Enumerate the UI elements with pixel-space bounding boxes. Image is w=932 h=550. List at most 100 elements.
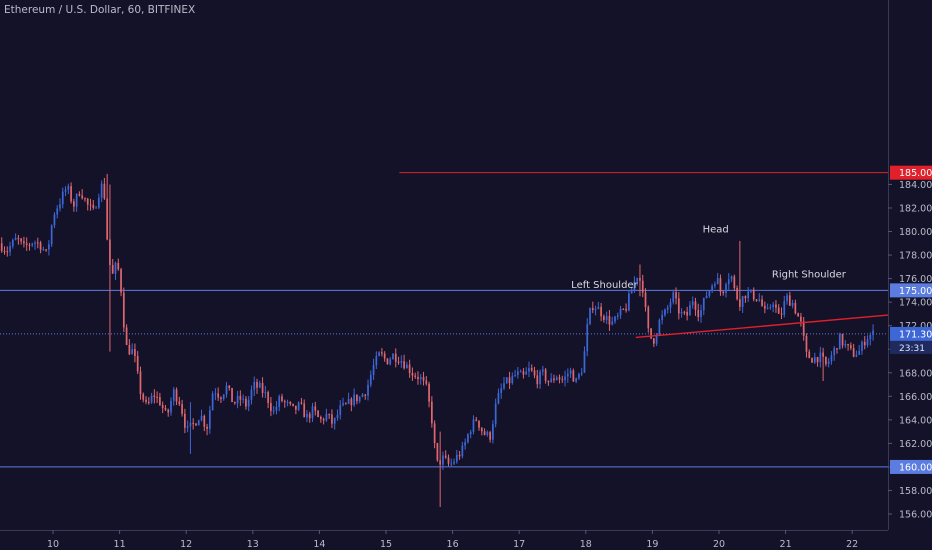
candle-body xyxy=(608,315,611,325)
candle-body xyxy=(800,316,802,322)
candle-body xyxy=(525,371,528,375)
candle-body xyxy=(786,295,788,302)
candle-body xyxy=(181,404,183,414)
candle-body xyxy=(861,341,863,351)
candle-body xyxy=(347,398,350,404)
candle-body xyxy=(342,403,344,406)
candle-body xyxy=(131,349,134,355)
candle-body xyxy=(6,251,9,253)
candle-body xyxy=(677,298,680,314)
candle-body xyxy=(17,237,20,239)
price-axis[interactable]: 156.00 158.00 160.00 162.00 164.00 166.00 168.… xyxy=(888,0,932,530)
candle-body xyxy=(622,308,625,310)
candle-body xyxy=(411,373,414,376)
candle-body xyxy=(666,307,669,310)
candle-body xyxy=(600,307,602,317)
candle-body xyxy=(583,351,586,373)
candle-body xyxy=(117,262,120,270)
candle-body xyxy=(788,295,791,306)
candle-body xyxy=(275,406,278,411)
candle-body xyxy=(417,376,419,380)
candle-body xyxy=(100,183,103,198)
candle-body xyxy=(392,353,394,360)
level-price-label: 175.00 xyxy=(899,286,932,297)
current-price-label: 171.30 xyxy=(899,329,932,340)
candle-body xyxy=(517,371,519,375)
y-tick-label: 184.00 xyxy=(899,180,932,191)
candle-body xyxy=(733,276,736,288)
x-tick-label: 18 xyxy=(580,539,592,550)
candle-body xyxy=(142,393,145,400)
candle-body xyxy=(775,304,777,308)
candle-body xyxy=(769,307,772,309)
candle-body xyxy=(286,401,289,403)
candle-body xyxy=(53,214,56,226)
candle-body xyxy=(658,320,661,335)
candle-body xyxy=(578,374,580,379)
candle-body xyxy=(797,313,800,317)
candle-body xyxy=(281,396,283,402)
x-tick-label: 16 xyxy=(447,539,459,550)
candle-body xyxy=(503,383,505,389)
candle-body xyxy=(550,378,553,383)
candle-body xyxy=(847,344,849,346)
candle-body xyxy=(106,198,109,240)
candle-body xyxy=(761,299,763,306)
candle-body xyxy=(591,308,594,310)
candle-body xyxy=(675,292,677,299)
candle-body xyxy=(691,301,694,306)
candle-body xyxy=(711,285,713,291)
candle-body xyxy=(245,398,247,407)
candle-body xyxy=(350,398,353,406)
candle-body xyxy=(200,415,203,421)
level-price-tag xyxy=(890,283,932,298)
candle-body xyxy=(672,292,675,303)
candle-body xyxy=(361,394,364,397)
candle-body xyxy=(822,352,824,357)
candle-body xyxy=(428,383,430,402)
pattern-annotation: Left Shoulder xyxy=(571,280,638,291)
candle-body xyxy=(694,301,697,310)
trend-lines xyxy=(635,314,889,339)
neckline-trend-line[interactable] xyxy=(635,314,889,339)
candle-body xyxy=(752,289,755,300)
candle-body xyxy=(719,278,722,292)
candle-body xyxy=(197,420,200,426)
candle-body xyxy=(292,403,294,406)
candle-body xyxy=(64,189,67,192)
candle-body xyxy=(586,324,589,352)
candle-body xyxy=(264,392,267,394)
candle-body xyxy=(575,378,578,382)
candle-body xyxy=(45,249,47,251)
candle-body xyxy=(220,397,222,400)
candle-body xyxy=(394,353,397,362)
time-axis[interactable]: 10 11 12 13 14 15 16 17 18 19 20 21 22 xyxy=(0,530,888,550)
candle-body xyxy=(170,400,172,413)
candle-body xyxy=(544,369,547,381)
level-price-label: 160.00 xyxy=(899,462,932,473)
y-tick-label: 180.00 xyxy=(899,227,932,238)
candle-body xyxy=(561,379,564,381)
candle-body xyxy=(644,292,647,308)
candle-body xyxy=(747,291,750,299)
candle-body xyxy=(203,415,206,427)
candle-body xyxy=(159,397,161,406)
candle-body xyxy=(195,423,197,426)
candle-body xyxy=(522,371,525,375)
candle-body xyxy=(322,419,325,421)
candle-body xyxy=(819,352,822,363)
candle-body xyxy=(109,239,111,265)
countdown-tag xyxy=(890,340,932,354)
candle-body xyxy=(186,426,189,428)
candle-body xyxy=(528,368,530,372)
candle-body xyxy=(217,393,220,398)
candle-body xyxy=(222,394,225,400)
candle-body xyxy=(855,354,858,357)
candle-body xyxy=(256,381,258,388)
level-price-label: 185.00 xyxy=(899,168,932,179)
candle-body xyxy=(425,380,428,384)
candle-body xyxy=(56,208,59,215)
candle-body xyxy=(730,276,733,280)
